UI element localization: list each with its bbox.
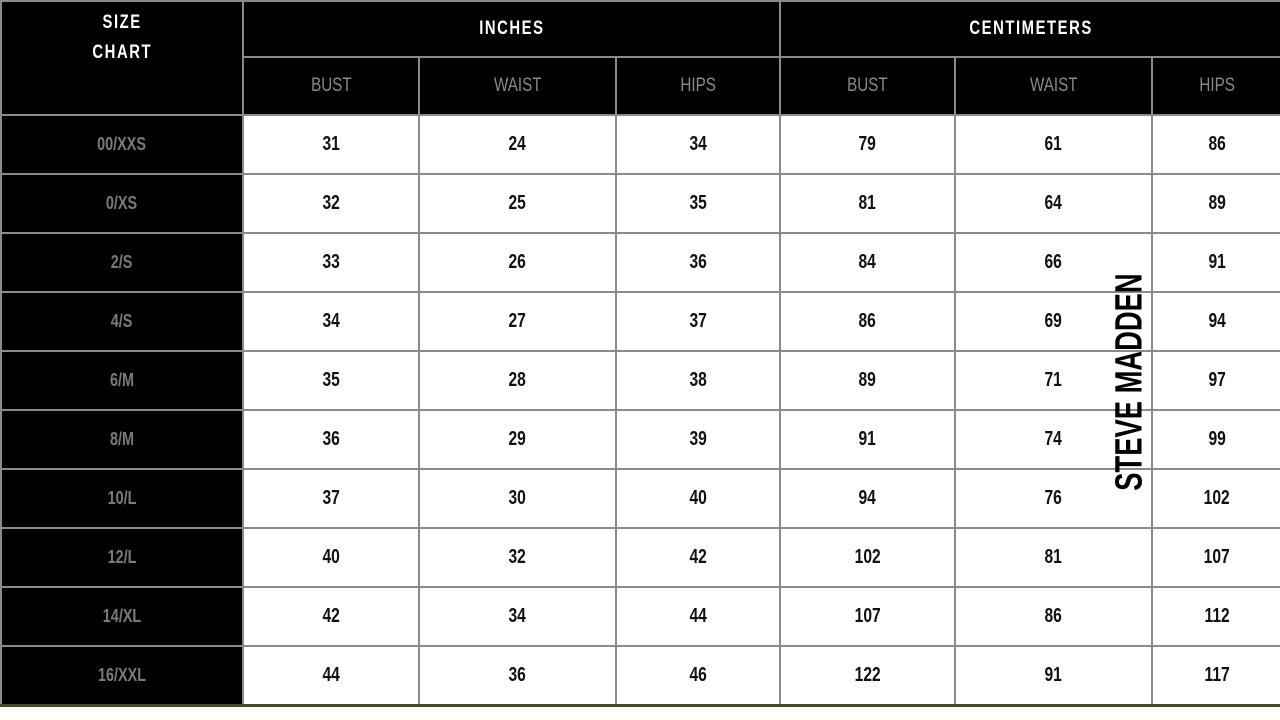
inches-header: INCHES [241, 0, 782, 58]
size-label: 4/S [0, 291, 244, 352]
measurement-cell: 37 [242, 468, 420, 529]
table-row: 14/XL 42 34 44 107 86 112 [0, 586, 1280, 647]
measurement-cell: 24 [418, 114, 617, 175]
measurement-cell: 76 [954, 468, 1154, 529]
table-row: 2/S 33 26 36 84 66 91 [0, 232, 1280, 293]
measurement-cell: 99 [1151, 409, 1280, 470]
measurement-cell: 91 [1151, 232, 1280, 293]
table-row: 4/S 34 27 37 86 69 94 [0, 291, 1280, 352]
size-label: 16/XXL [0, 645, 244, 707]
measurement-cell: 81 [954, 527, 1154, 588]
measurement-cell: 34 [418, 586, 617, 647]
measurement-cell: 81 [779, 173, 957, 234]
measurement-cell: 89 [779, 350, 957, 411]
measurement-cell: 91 [779, 409, 957, 470]
measurement-cell: 40 [242, 527, 420, 588]
table-row: 12/L 40 32 42 102 81 107 [0, 527, 1280, 588]
measurement-cell: 79 [779, 114, 957, 175]
measurement-cell: 44 [614, 586, 782, 647]
measurement-cell: 74 [954, 409, 1154, 470]
table-row: 6/M 35 28 38 89 71 97 [0, 350, 1280, 411]
measurement-cell: 30 [418, 468, 617, 529]
measurement-cell: 61 [954, 114, 1154, 175]
measurement-cell: 66 [954, 232, 1154, 293]
cm-waist-header: WAIST [954, 56, 1154, 116]
measurement-cell: 107 [1151, 527, 1280, 588]
measurement-cell: 42 [242, 586, 420, 647]
measurement-cell: 64 [954, 173, 1154, 234]
measurement-cell: 35 [614, 173, 782, 234]
measurement-cell: 122 [779, 645, 957, 707]
table-row: 16/XXL 44 36 46 122 91 117 [0, 645, 1280, 707]
measurement-cell: 29 [418, 409, 617, 470]
measurement-cell: 42 [614, 527, 782, 588]
table-row: 00/XXS 31 24 34 79 61 86 [0, 114, 1280, 175]
measurement-cell: 97 [1151, 350, 1280, 411]
measurement-cell: 38 [614, 350, 782, 411]
measurement-cell: 86 [954, 586, 1154, 647]
measurement-cell: 46 [614, 645, 782, 707]
measurement-cell: 71 [954, 350, 1154, 411]
measurement-cell: 39 [614, 409, 782, 470]
measurement-cell: 44 [242, 645, 420, 707]
size-label: 6/M [0, 350, 244, 411]
measurement-cell: 94 [1151, 291, 1280, 352]
size-label: 0/XS [0, 173, 244, 234]
measurement-cell: 89 [1151, 173, 1280, 234]
measurement-cell: 117 [1151, 645, 1280, 707]
measurement-cell: 86 [1151, 114, 1280, 175]
measurement-cell: 31 [242, 114, 420, 175]
steve-madden-watermark: STEVE MADDEN [1108, 273, 1151, 491]
measurement-cell: 86 [779, 291, 957, 352]
measurement-cell: 36 [614, 232, 782, 293]
measurement-cell: 40 [614, 468, 782, 529]
measurement-cell: 94 [779, 468, 957, 529]
measurement-cell: 27 [418, 291, 617, 352]
size-label: 00/XXS [0, 114, 244, 175]
measurement-cell: 35 [242, 350, 420, 411]
table-row: 8/M 36 29 39 91 74 99 [0, 409, 1280, 470]
measurement-cell: 33 [242, 232, 420, 293]
measurement-cell: 32 [242, 173, 420, 234]
inches-hips-header: HIPS [614, 56, 782, 116]
measurement-cell: 25 [418, 173, 617, 234]
measurement-cell: 36 [418, 645, 617, 707]
size-chart-title: SIZE CHART [0, 0, 244, 116]
centimeters-header: CENTIMETERS [779, 0, 1280, 58]
measurement-cell: 36 [242, 409, 420, 470]
measurement-cell: 102 [779, 527, 957, 588]
cm-bust-header: BUST [779, 56, 957, 116]
measurement-cell: 34 [614, 114, 782, 175]
table-row: 0/XS 32 25 35 81 64 89 [0, 173, 1280, 234]
measurement-cell: 26 [418, 232, 617, 293]
size-label: 10/L [0, 468, 244, 529]
measurement-cell: 32 [418, 527, 617, 588]
measurement-cell: 84 [779, 232, 957, 293]
measurement-cell: 69 [954, 291, 1154, 352]
measurement-cell: 91 [954, 645, 1154, 707]
measurement-cell: 112 [1151, 586, 1280, 647]
measurement-cell: 102 [1151, 468, 1280, 529]
size-label: 2/S [0, 232, 244, 293]
measurement-cell: 34 [242, 291, 420, 352]
size-label: 8/M [0, 409, 244, 470]
inches-bust-header: BUST [242, 56, 420, 116]
inches-waist-header: WAIST [418, 56, 617, 116]
size-label: 14/XL [0, 586, 244, 647]
size-label: 12/L [0, 527, 244, 588]
cm-hips-header: HIPS [1151, 56, 1280, 116]
measurement-cell: 107 [779, 586, 957, 647]
measurement-cell: 37 [614, 291, 782, 352]
table-row: 10/L 37 30 40 94 76 102 [0, 468, 1280, 529]
measurement-cell: 28 [418, 350, 617, 411]
